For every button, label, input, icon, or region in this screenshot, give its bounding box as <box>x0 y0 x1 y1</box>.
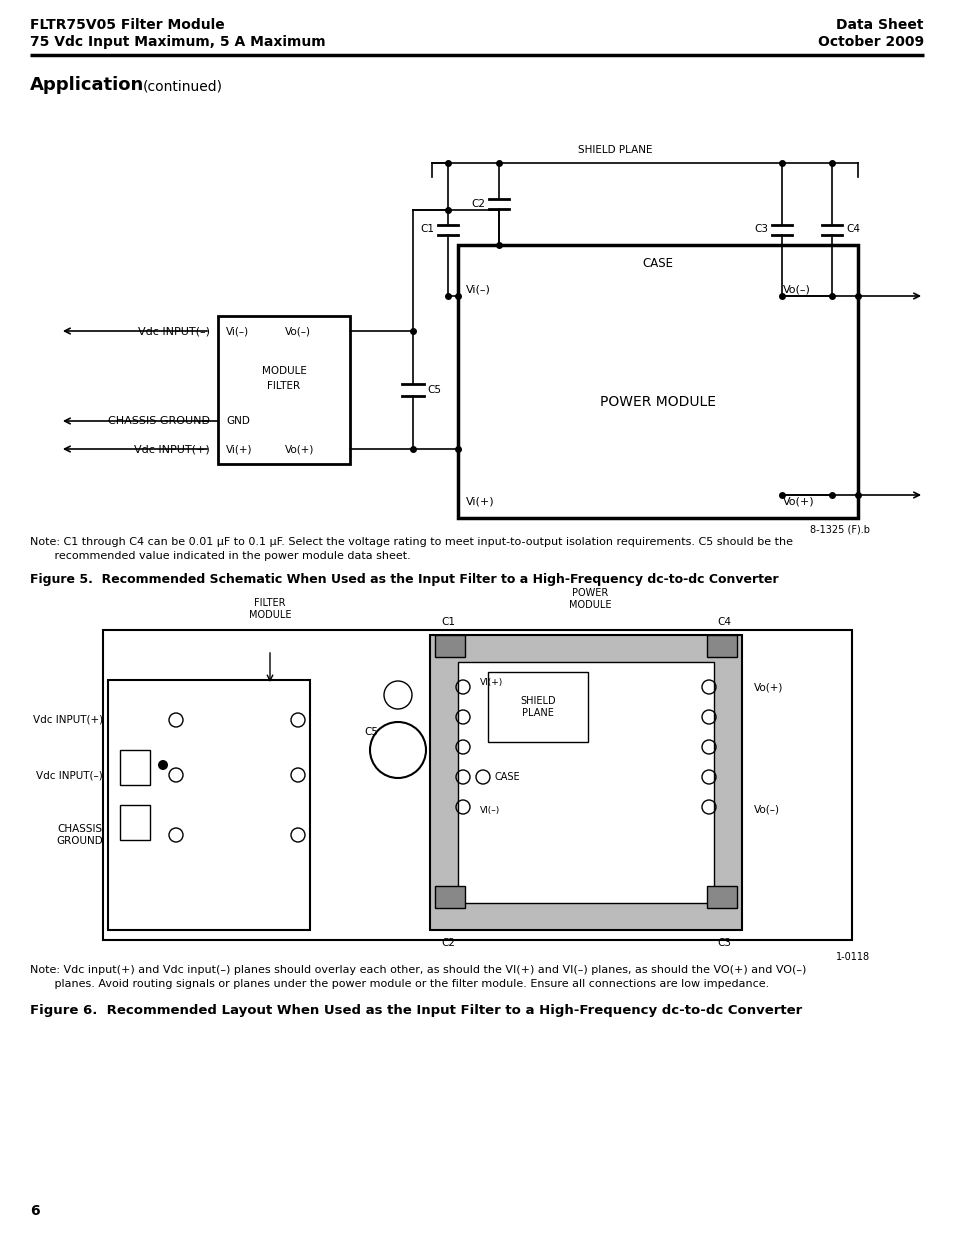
Bar <box>457 245 857 517</box>
Bar <box>108 680 310 930</box>
Text: recommended value indicated in the power module data sheet.: recommended value indicated in the power… <box>30 551 411 561</box>
Text: GND: GND <box>226 416 250 426</box>
Text: Vdc INPUT(+): Vdc INPUT(+) <box>134 445 210 454</box>
Text: Vdc INPUT(+): Vdc INPUT(+) <box>32 715 103 725</box>
Text: FLTR75V05 Filter Module: FLTR75V05 Filter Module <box>30 19 225 32</box>
Bar <box>430 635 741 930</box>
Text: C3: C3 <box>753 225 767 235</box>
Bar <box>457 662 713 903</box>
Bar <box>218 316 350 464</box>
Text: Vo(+): Vo(+) <box>285 445 314 454</box>
Text: 8-1325 (F).b: 8-1325 (F).b <box>809 525 869 535</box>
Bar <box>435 635 464 657</box>
Text: VI(–): VI(–) <box>479 805 499 815</box>
Text: CHASSIS
GROUND: CHASSIS GROUND <box>56 824 103 846</box>
Text: C4: C4 <box>717 618 730 627</box>
Bar <box>435 885 464 908</box>
Bar <box>488 672 587 742</box>
Text: C4: C4 <box>845 225 859 235</box>
Text: 75 Vdc Input Maximum, 5 A Maximum: 75 Vdc Input Maximum, 5 A Maximum <box>30 35 325 49</box>
Text: CASE: CASE <box>641 257 673 270</box>
Text: Data Sheet: Data Sheet <box>836 19 923 32</box>
Bar <box>706 885 737 908</box>
Text: MODULE: MODULE <box>261 366 306 375</box>
Text: FILTER: FILTER <box>267 382 300 391</box>
Text: Vo(+): Vo(+) <box>753 682 782 692</box>
Text: CHASSIS GROUND: CHASSIS GROUND <box>108 416 210 426</box>
Text: Figure 5.  Recommended Schematic When Used as the Input Filter to a High-Frequen: Figure 5. Recommended Schematic When Use… <box>30 573 778 585</box>
Text: Vi(–): Vi(–) <box>226 326 249 336</box>
Text: Vdc INPUT(–): Vdc INPUT(–) <box>36 769 103 781</box>
Circle shape <box>158 760 168 769</box>
Text: C5: C5 <box>427 385 440 395</box>
Text: Vi(–): Vi(–) <box>465 284 491 294</box>
Text: POWER MODULE: POWER MODULE <box>599 394 716 409</box>
Bar <box>120 750 150 785</box>
Text: Vo(–): Vo(–) <box>753 805 780 815</box>
Text: Note: Vdc input(+) and Vdc input(–) planes should overlay each other, as should : Note: Vdc input(+) and Vdc input(–) plan… <box>30 965 805 974</box>
Bar <box>103 630 851 940</box>
Text: C2: C2 <box>471 199 484 209</box>
Text: Figure 6.  Recommended Layout When Used as the Input Filter to a High-Frequency : Figure 6. Recommended Layout When Used a… <box>30 1004 801 1016</box>
Text: C3: C3 <box>717 939 730 948</box>
Text: Vi(+): Vi(+) <box>465 496 494 508</box>
Text: October 2009: October 2009 <box>817 35 923 49</box>
Text: SHIELD
PLANE: SHIELD PLANE <box>519 697 556 718</box>
Text: (continued): (continued) <box>143 80 223 94</box>
Text: CASE: CASE <box>495 772 520 782</box>
Bar <box>706 635 737 657</box>
Text: Vi(+): Vi(+) <box>226 445 253 454</box>
Text: VI(+): VI(+) <box>479 678 503 687</box>
Text: Note: C1 through C4 can be 0.01 μF to 0.1 μF. Select the voltage rating to meet : Note: C1 through C4 can be 0.01 μF to 0.… <box>30 537 792 547</box>
Text: Application: Application <box>30 77 144 94</box>
Text: Vo(–): Vo(–) <box>782 284 810 294</box>
Text: planes. Avoid routing signals or planes under the power module or the filter mod: planes. Avoid routing signals or planes … <box>30 979 768 989</box>
Text: 6: 6 <box>30 1204 40 1218</box>
Text: SHIELD PLANE: SHIELD PLANE <box>578 144 652 156</box>
Text: C1: C1 <box>440 618 455 627</box>
Bar <box>120 805 150 840</box>
Text: POWER
MODULE: POWER MODULE <box>568 588 611 610</box>
Text: Vdc INPUT(–): Vdc INPUT(–) <box>138 326 210 336</box>
Text: C1: C1 <box>419 225 434 235</box>
Text: FILTER
MODULE: FILTER MODULE <box>249 599 291 620</box>
Text: 1-0118: 1-0118 <box>835 952 869 962</box>
Text: Vo(–): Vo(–) <box>285 326 311 336</box>
Text: C5: C5 <box>364 727 377 737</box>
Text: C2: C2 <box>440 939 455 948</box>
Text: Vo(+): Vo(+) <box>782 496 814 508</box>
